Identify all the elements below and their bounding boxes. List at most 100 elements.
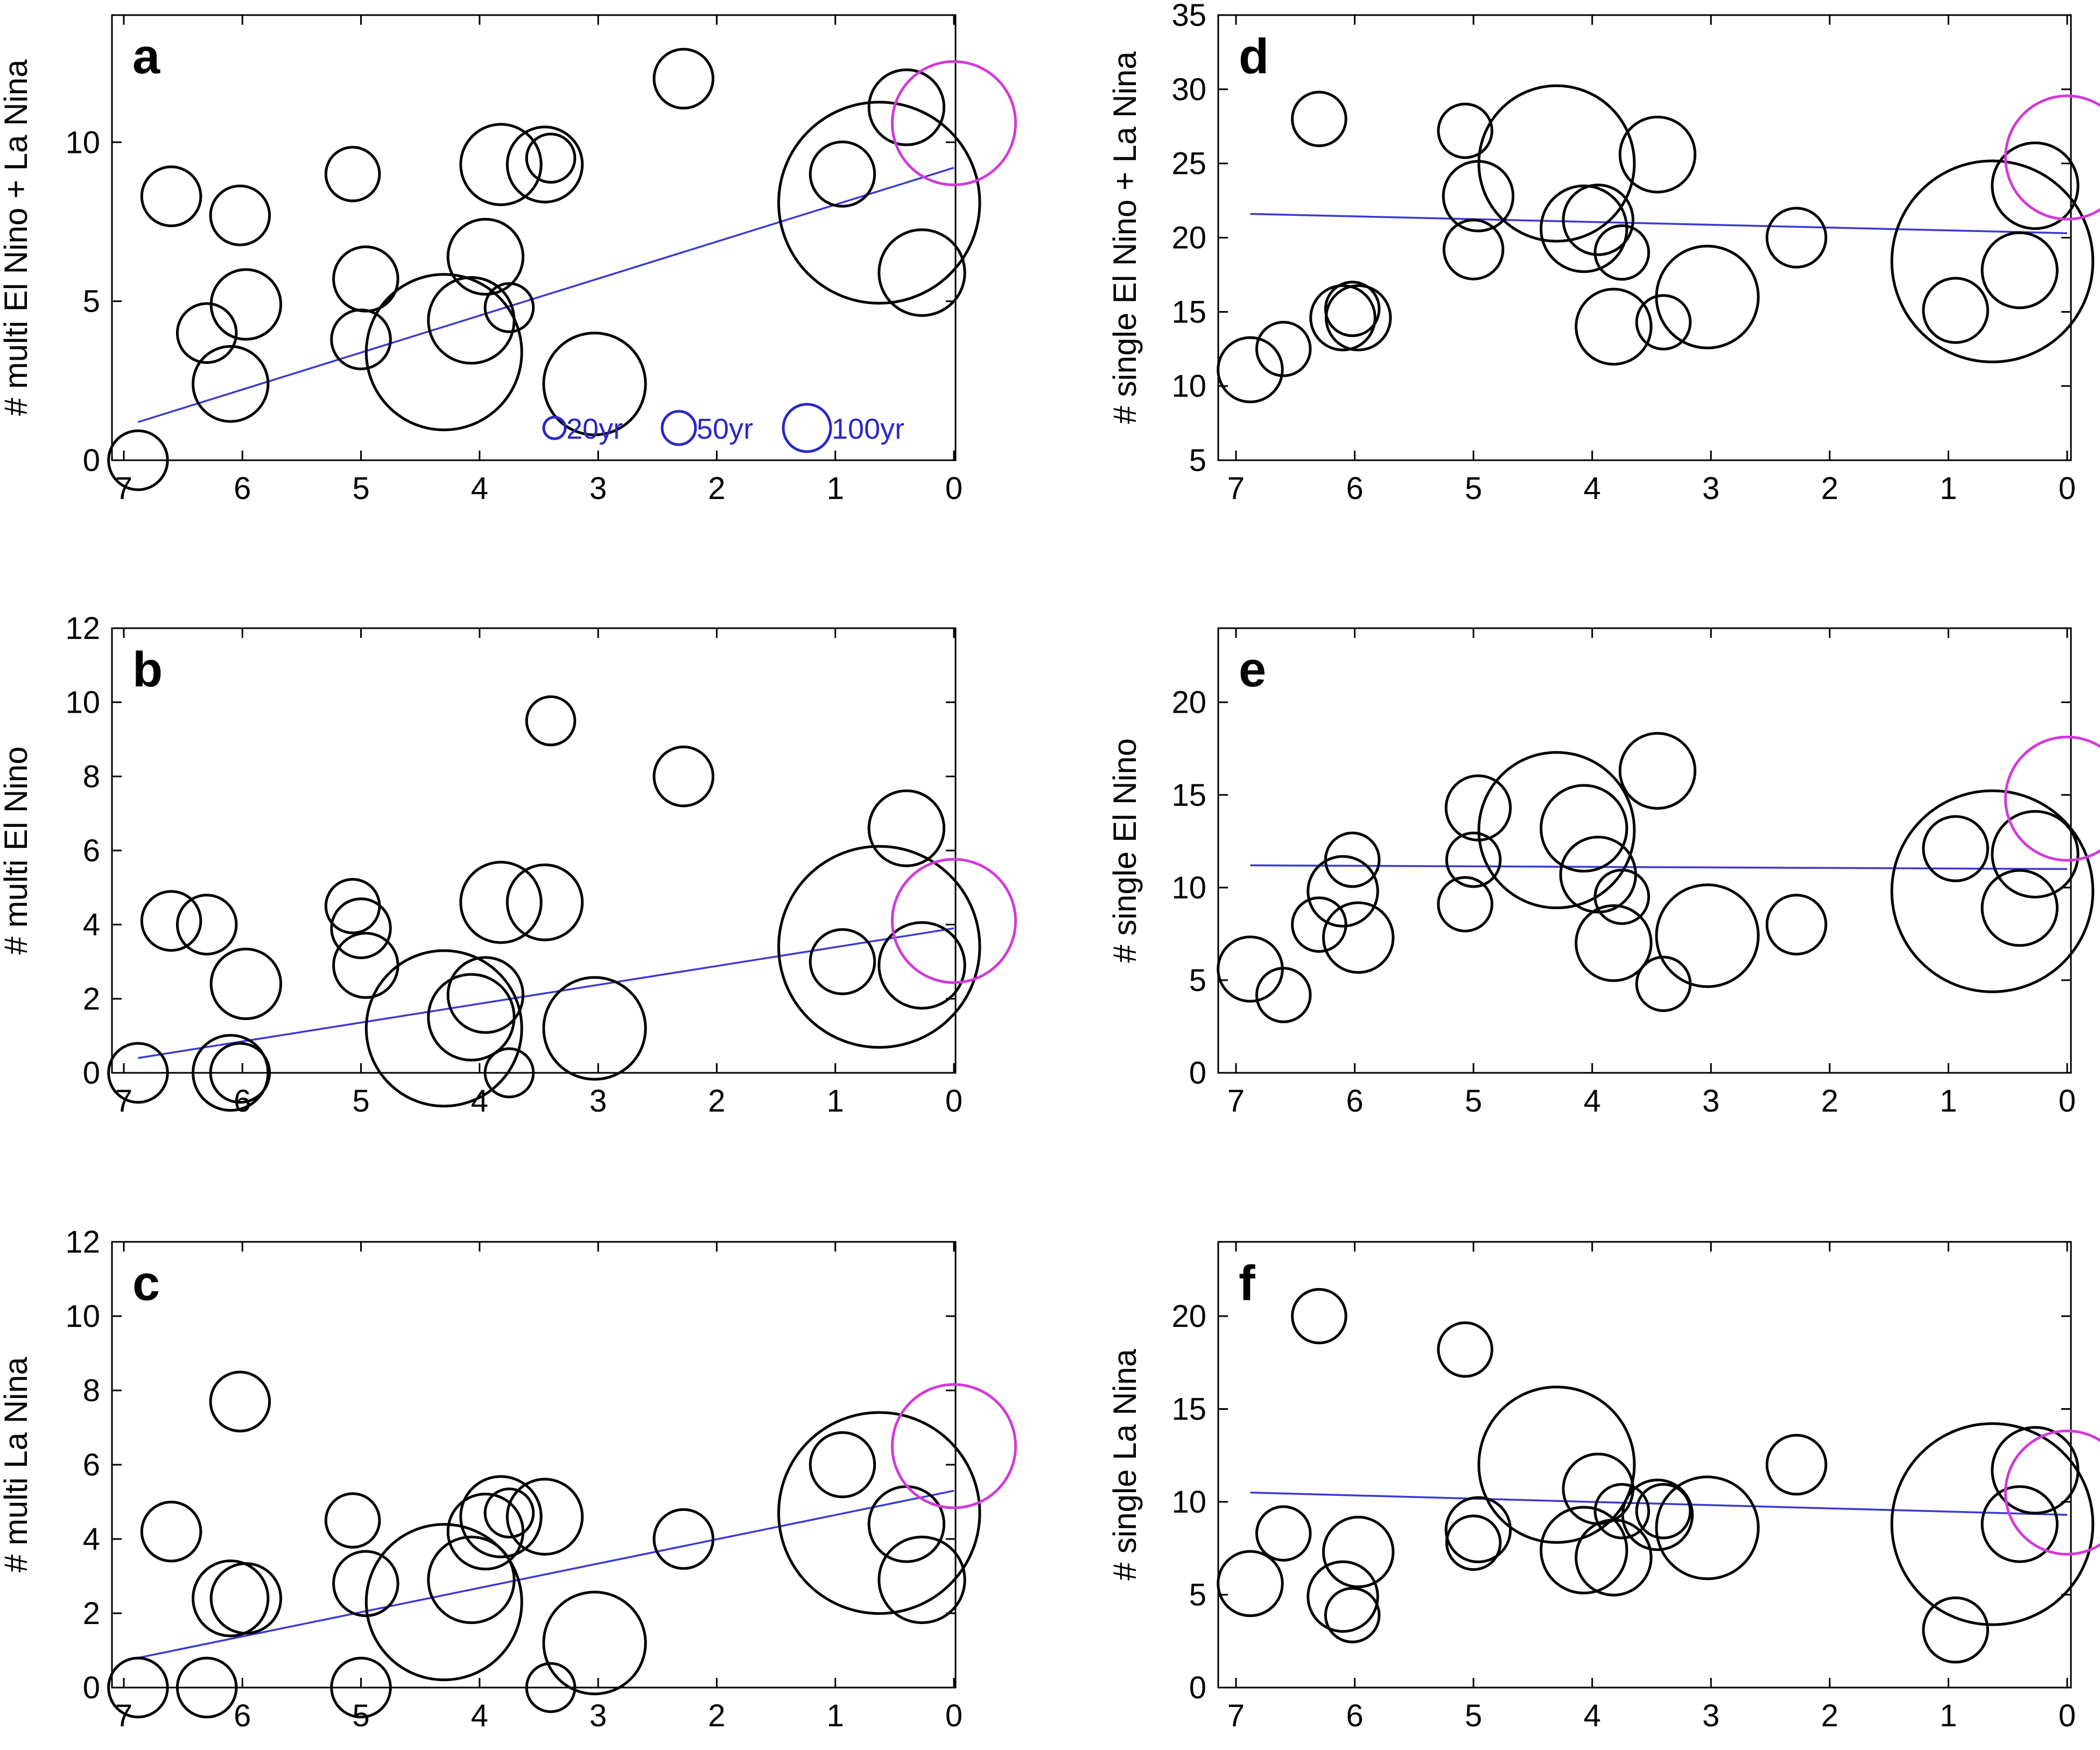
y-tick-label: 4 [83, 1522, 100, 1557]
y-tick-label: 15 [1171, 294, 1206, 329]
data-point [1324, 1587, 1381, 1643]
data-point [1980, 231, 2059, 310]
data-point [192, 345, 270, 423]
data-point [1437, 1321, 1494, 1378]
data-point [777, 845, 981, 1049]
y-tick-label: 10 [65, 685, 100, 720]
x-tick-label: 7 [1227, 1698, 1245, 1733]
x-tick-label: 1 [827, 1084, 844, 1119]
data-point [209, 1371, 271, 1432]
data-point [140, 1500, 202, 1563]
x-tick-label: 7 [1227, 471, 1245, 506]
data-point [1980, 1485, 2059, 1563]
x-tick-label: 6 [1346, 1698, 1363, 1733]
y-axis-label: # multi El Nino + La Nina [0, 59, 34, 416]
y-tick-label: 10 [65, 125, 100, 160]
x-tick-label: 0 [2059, 471, 2076, 506]
y-tick-label: 15 [1171, 1392, 1206, 1427]
data-point [1437, 876, 1494, 933]
regression-line [1250, 864, 2068, 870]
present-day-marker [890, 858, 1017, 984]
x-tick-label: 0 [945, 471, 963, 506]
panel-letter: c [132, 1256, 160, 1311]
data-point [1322, 901, 1395, 974]
data-point [542, 1591, 647, 1696]
data-point [209, 268, 283, 341]
panel-letter: d [1239, 29, 1269, 84]
y-tick-label: 10 [1171, 1485, 1206, 1520]
x-tick-label: 1 [1940, 1084, 1957, 1119]
y-tick-label: 10 [1171, 870, 1206, 905]
data-point [1765, 1433, 1828, 1496]
data-point [809, 140, 876, 208]
y-tick-label: 5 [1189, 963, 1206, 998]
data-point [777, 1411, 981, 1615]
y-tick-label: 20 [1171, 221, 1206, 256]
x-tick-label: 5 [352, 471, 369, 506]
data-point [1635, 955, 1692, 1013]
data-point [364, 273, 523, 432]
panel-letter: e [1239, 642, 1266, 697]
data-point [1477, 1386, 1636, 1544]
legend-label: 100yr [832, 413, 904, 445]
regression-line [137, 166, 954, 423]
data-point [1477, 84, 1636, 243]
legend-marker [542, 416, 567, 440]
x-tick-label: 3 [589, 1698, 607, 1733]
x-tick-label: 3 [589, 1084, 607, 1119]
y-tick-label: 8 [83, 759, 100, 794]
y-tick-label: 0 [1189, 1056, 1206, 1091]
panel-letter: f [1239, 1256, 1255, 1311]
panel-letter: b [132, 642, 163, 697]
data-point [809, 928, 876, 995]
data-point [505, 1478, 584, 1556]
data-point [330, 308, 392, 370]
data-point [140, 165, 202, 227]
data-point [1445, 1514, 1502, 1571]
y-tick-label: 0 [1189, 1670, 1206, 1705]
data-point [1324, 831, 1381, 888]
x-tick-label: 3 [589, 471, 607, 506]
data-point [542, 332, 647, 437]
x-tick-label: 0 [945, 1084, 963, 1119]
data-point [446, 217, 525, 296]
data-point [459, 861, 543, 944]
y-tick-label: 12 [65, 1225, 100, 1260]
x-tick-label: 4 [471, 1698, 488, 1733]
y-axis-label: # multi El Nino [0, 747, 34, 955]
data-point [1291, 90, 1347, 147]
data-point [209, 1042, 271, 1104]
x-tick-label: 7 [1227, 1084, 1245, 1119]
data-point [1890, 159, 2095, 363]
legend-marker [661, 410, 697, 446]
y-tick-label: 0 [83, 1056, 100, 1091]
x-tick-label: 6 [234, 471, 251, 506]
present-day-marker [890, 60, 1017, 186]
present-day-marker [2004, 735, 2100, 862]
legend-label: 50yr [697, 413, 753, 445]
data-point [877, 921, 966, 1010]
data-point [1324, 280, 1381, 338]
data-point [483, 282, 535, 333]
x-tick-label: 3 [1702, 1084, 1719, 1119]
y-tick-label: 35 [1171, 0, 1206, 33]
data-point [140, 890, 202, 952]
data-point [324, 877, 381, 934]
data-point [1575, 1519, 1653, 1597]
plot-frame [111, 627, 957, 1074]
data-point [1922, 1596, 1989, 1664]
data-point [1477, 751, 1636, 910]
legend-label: 20yr [566, 413, 623, 445]
y-tick-label: 8 [83, 1373, 100, 1408]
data-point [332, 1550, 399, 1618]
data-point [1540, 784, 1628, 873]
data-point [1562, 184, 1634, 256]
data-point [1991, 141, 2080, 230]
y-tick-label: 5 [83, 284, 100, 319]
data-point [1621, 1478, 1694, 1551]
y-tick-label: 2 [83, 981, 100, 1016]
data-point [1445, 831, 1502, 888]
data-point [1255, 967, 1312, 1023]
data-point [777, 101, 981, 305]
